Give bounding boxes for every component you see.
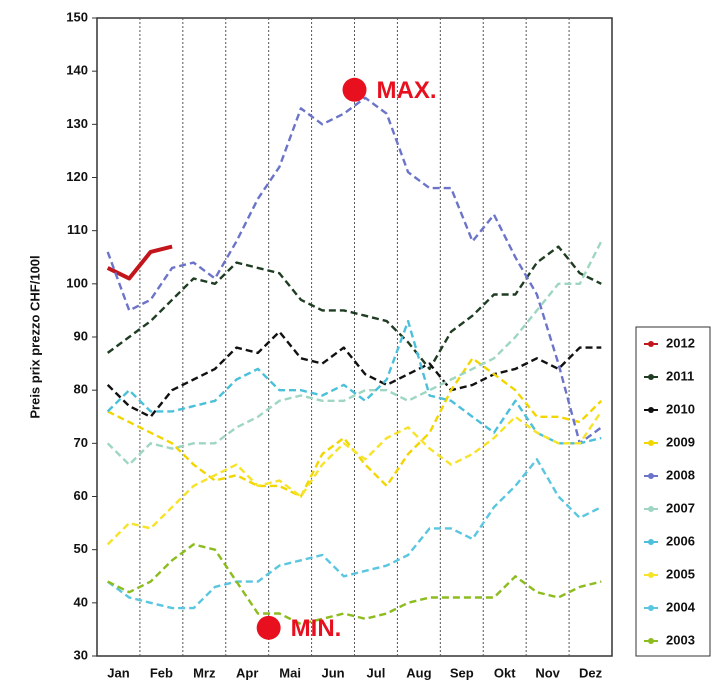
- y-tick-label: 90: [74, 328, 88, 343]
- series-line: [106, 458, 602, 610]
- legend-label: 2009: [666, 434, 695, 449]
- series-line: [107, 543, 602, 626]
- series-line: [106, 240, 603, 466]
- legend-marker: [648, 506, 654, 512]
- y-axis-label: Preis prix prezzo CHF/100l: [27, 255, 42, 418]
- series-line: [106, 319, 602, 445]
- legend-marker: [648, 638, 654, 644]
- y-tick-label: 130: [66, 116, 88, 131]
- series-line: [106, 96, 603, 445]
- x-tick-label: Mai: [279, 665, 301, 680]
- x-tick-label: Apr: [236, 665, 258, 680]
- legend-marker: [648, 605, 654, 611]
- legend-marker: [648, 374, 654, 380]
- legend-marker: [648, 473, 654, 479]
- legend-label: 2010: [666, 401, 695, 416]
- y-tick-label: 80: [74, 382, 88, 397]
- x-tick-label: Jul: [367, 665, 386, 680]
- annotation-dot: [256, 615, 281, 640]
- y-tick-label: 60: [74, 488, 88, 503]
- legend-marker: [648, 572, 654, 578]
- legend-label: 2007: [666, 500, 695, 515]
- legend-label: 2004: [666, 599, 696, 614]
- annotation-label: MIN.: [291, 615, 342, 642]
- annotation-dot: [342, 77, 367, 102]
- legend-label: 2008: [666, 467, 695, 482]
- y-tick-label: 30: [74, 647, 88, 662]
- x-tick-label: Feb: [150, 665, 173, 680]
- x-tick-label: Jun: [321, 665, 344, 680]
- x-tick-label: Sep: [450, 665, 474, 680]
- x-tick-label: Dez: [579, 665, 603, 680]
- series-line: [106, 410, 603, 546]
- legend-label: 2006: [666, 533, 695, 548]
- legend-label: 2011: [666, 368, 694, 383]
- y-tick-label: 100: [66, 275, 88, 290]
- x-tick-label: Mrz: [193, 665, 216, 680]
- legend-marker: [648, 407, 654, 413]
- legend-label: 2005: [666, 566, 695, 581]
- y-tick-label: 110: [67, 222, 88, 237]
- legend-label: 2003: [666, 632, 695, 647]
- y-tick-label: 70: [74, 435, 88, 450]
- y-tick-label: 40: [74, 594, 88, 609]
- x-tick-label: Jan: [107, 665, 129, 680]
- series-line: [106, 244, 173, 281]
- x-tick-label: Okt: [494, 665, 516, 680]
- x-tick-label: Aug: [406, 665, 431, 680]
- legend-label: 2012: [666, 335, 695, 350]
- legend-marker: [648, 440, 654, 446]
- x-tick-label: Nov: [535, 665, 560, 680]
- legend-frame: [635, 326, 711, 657]
- plot-frame: [96, 17, 613, 657]
- y-tick-label: 150: [66, 9, 88, 24]
- legend-marker: [648, 341, 654, 347]
- annotation-label: MAX.: [377, 77, 437, 104]
- legend-marker: [648, 539, 654, 545]
- series-line: [106, 245, 602, 371]
- y-tick-label: 120: [66, 169, 88, 184]
- y-tick-label: 140: [66, 63, 88, 78]
- y-tick-label: 50: [74, 541, 88, 556]
